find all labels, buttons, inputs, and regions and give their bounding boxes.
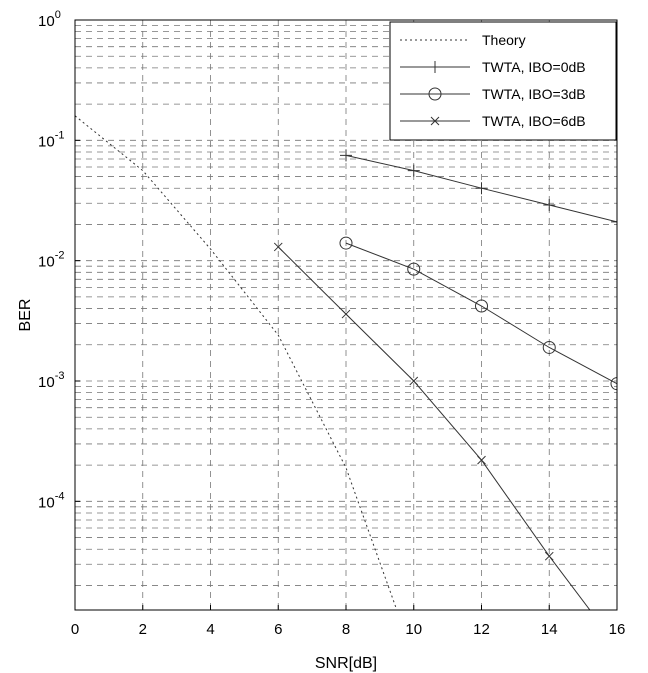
x-tick-label: 4	[206, 621, 214, 638]
data-point-plus	[611, 215, 617, 228]
x-tick-labels: 0 2 4 6 8 10 12 14 16	[71, 605, 626, 638]
x-tick-label: 10	[405, 621, 422, 638]
y-tick-label: 10-2	[38, 250, 64, 271]
y-tick-label: 10-3	[38, 370, 64, 391]
x-tick-label: 6	[274, 621, 282, 638]
data-point-circle	[339, 236, 353, 250]
series-twta-ibo-6db	[273, 242, 591, 610]
series-layer	[75, 115, 617, 610]
series-theory	[75, 115, 398, 610]
data-point-circle	[428, 87, 442, 101]
data-point-circle	[610, 377, 617, 391]
legend: Theory TWTA, IBO=0dB TWTA, IBO=3dB TWTA, IB…	[389, 21, 617, 141]
data-point-x	[341, 309, 351, 319]
x-tick-label: 12	[473, 621, 490, 638]
legend-item: TWTA, IBO=3dB	[400, 86, 586, 102]
data-point-plus	[340, 149, 352, 162]
x-tick-label: 14	[541, 621, 558, 638]
x-tick-label: 2	[139, 621, 147, 638]
legend-label: TWTA, IBO=3dB	[482, 86, 586, 102]
data-point-plus	[475, 182, 488, 195]
legend-box	[389, 21, 617, 141]
series-line	[75, 115, 398, 610]
legend-label: Theory	[482, 32, 526, 48]
y-tick-label: 100	[38, 9, 61, 30]
data-point-x	[544, 551, 554, 561]
data-point-circle	[407, 262, 421, 276]
legend-label: TWTA, IBO=6dB	[482, 113, 586, 129]
x-axis-label: SNR[dB]	[315, 655, 377, 672]
legend-item: TWTA, IBO=0dB	[400, 59, 586, 75]
legend-label: TWTA, IBO=0dB	[482, 59, 586, 75]
data-point-x	[409, 376, 419, 386]
legend-item: TWTA, IBO=6dB	[400, 113, 586, 129]
y-tick-labels: 100 10-1 10-2 10-3 10-4	[38, 9, 80, 511]
data-point-x	[430, 116, 440, 126]
data-point-circle	[542, 340, 556, 354]
x-tick-label: 16	[609, 621, 626, 638]
y-axis-label: BER	[17, 299, 34, 332]
series-line	[277, 246, 591, 610]
data-point-x	[477, 455, 486, 465]
x-tick-label: 8	[342, 621, 350, 638]
data-point-circle	[475, 299, 488, 313]
y-tick-label: 10-1	[38, 129, 64, 150]
data-point-plus	[407, 164, 420, 177]
data-point-plus	[429, 61, 441, 73]
x-tick-label: 0	[71, 621, 79, 638]
series-twta-ibo-3db	[339, 236, 617, 391]
series-twta-ibo-0db	[340, 149, 617, 228]
data-point-x	[273, 242, 283, 252]
data-point-plus	[543, 199, 556, 212]
y-tick-label: 10-4	[38, 490, 64, 511]
series-line	[345, 242, 617, 385]
legend-item: Theory	[400, 32, 526, 48]
